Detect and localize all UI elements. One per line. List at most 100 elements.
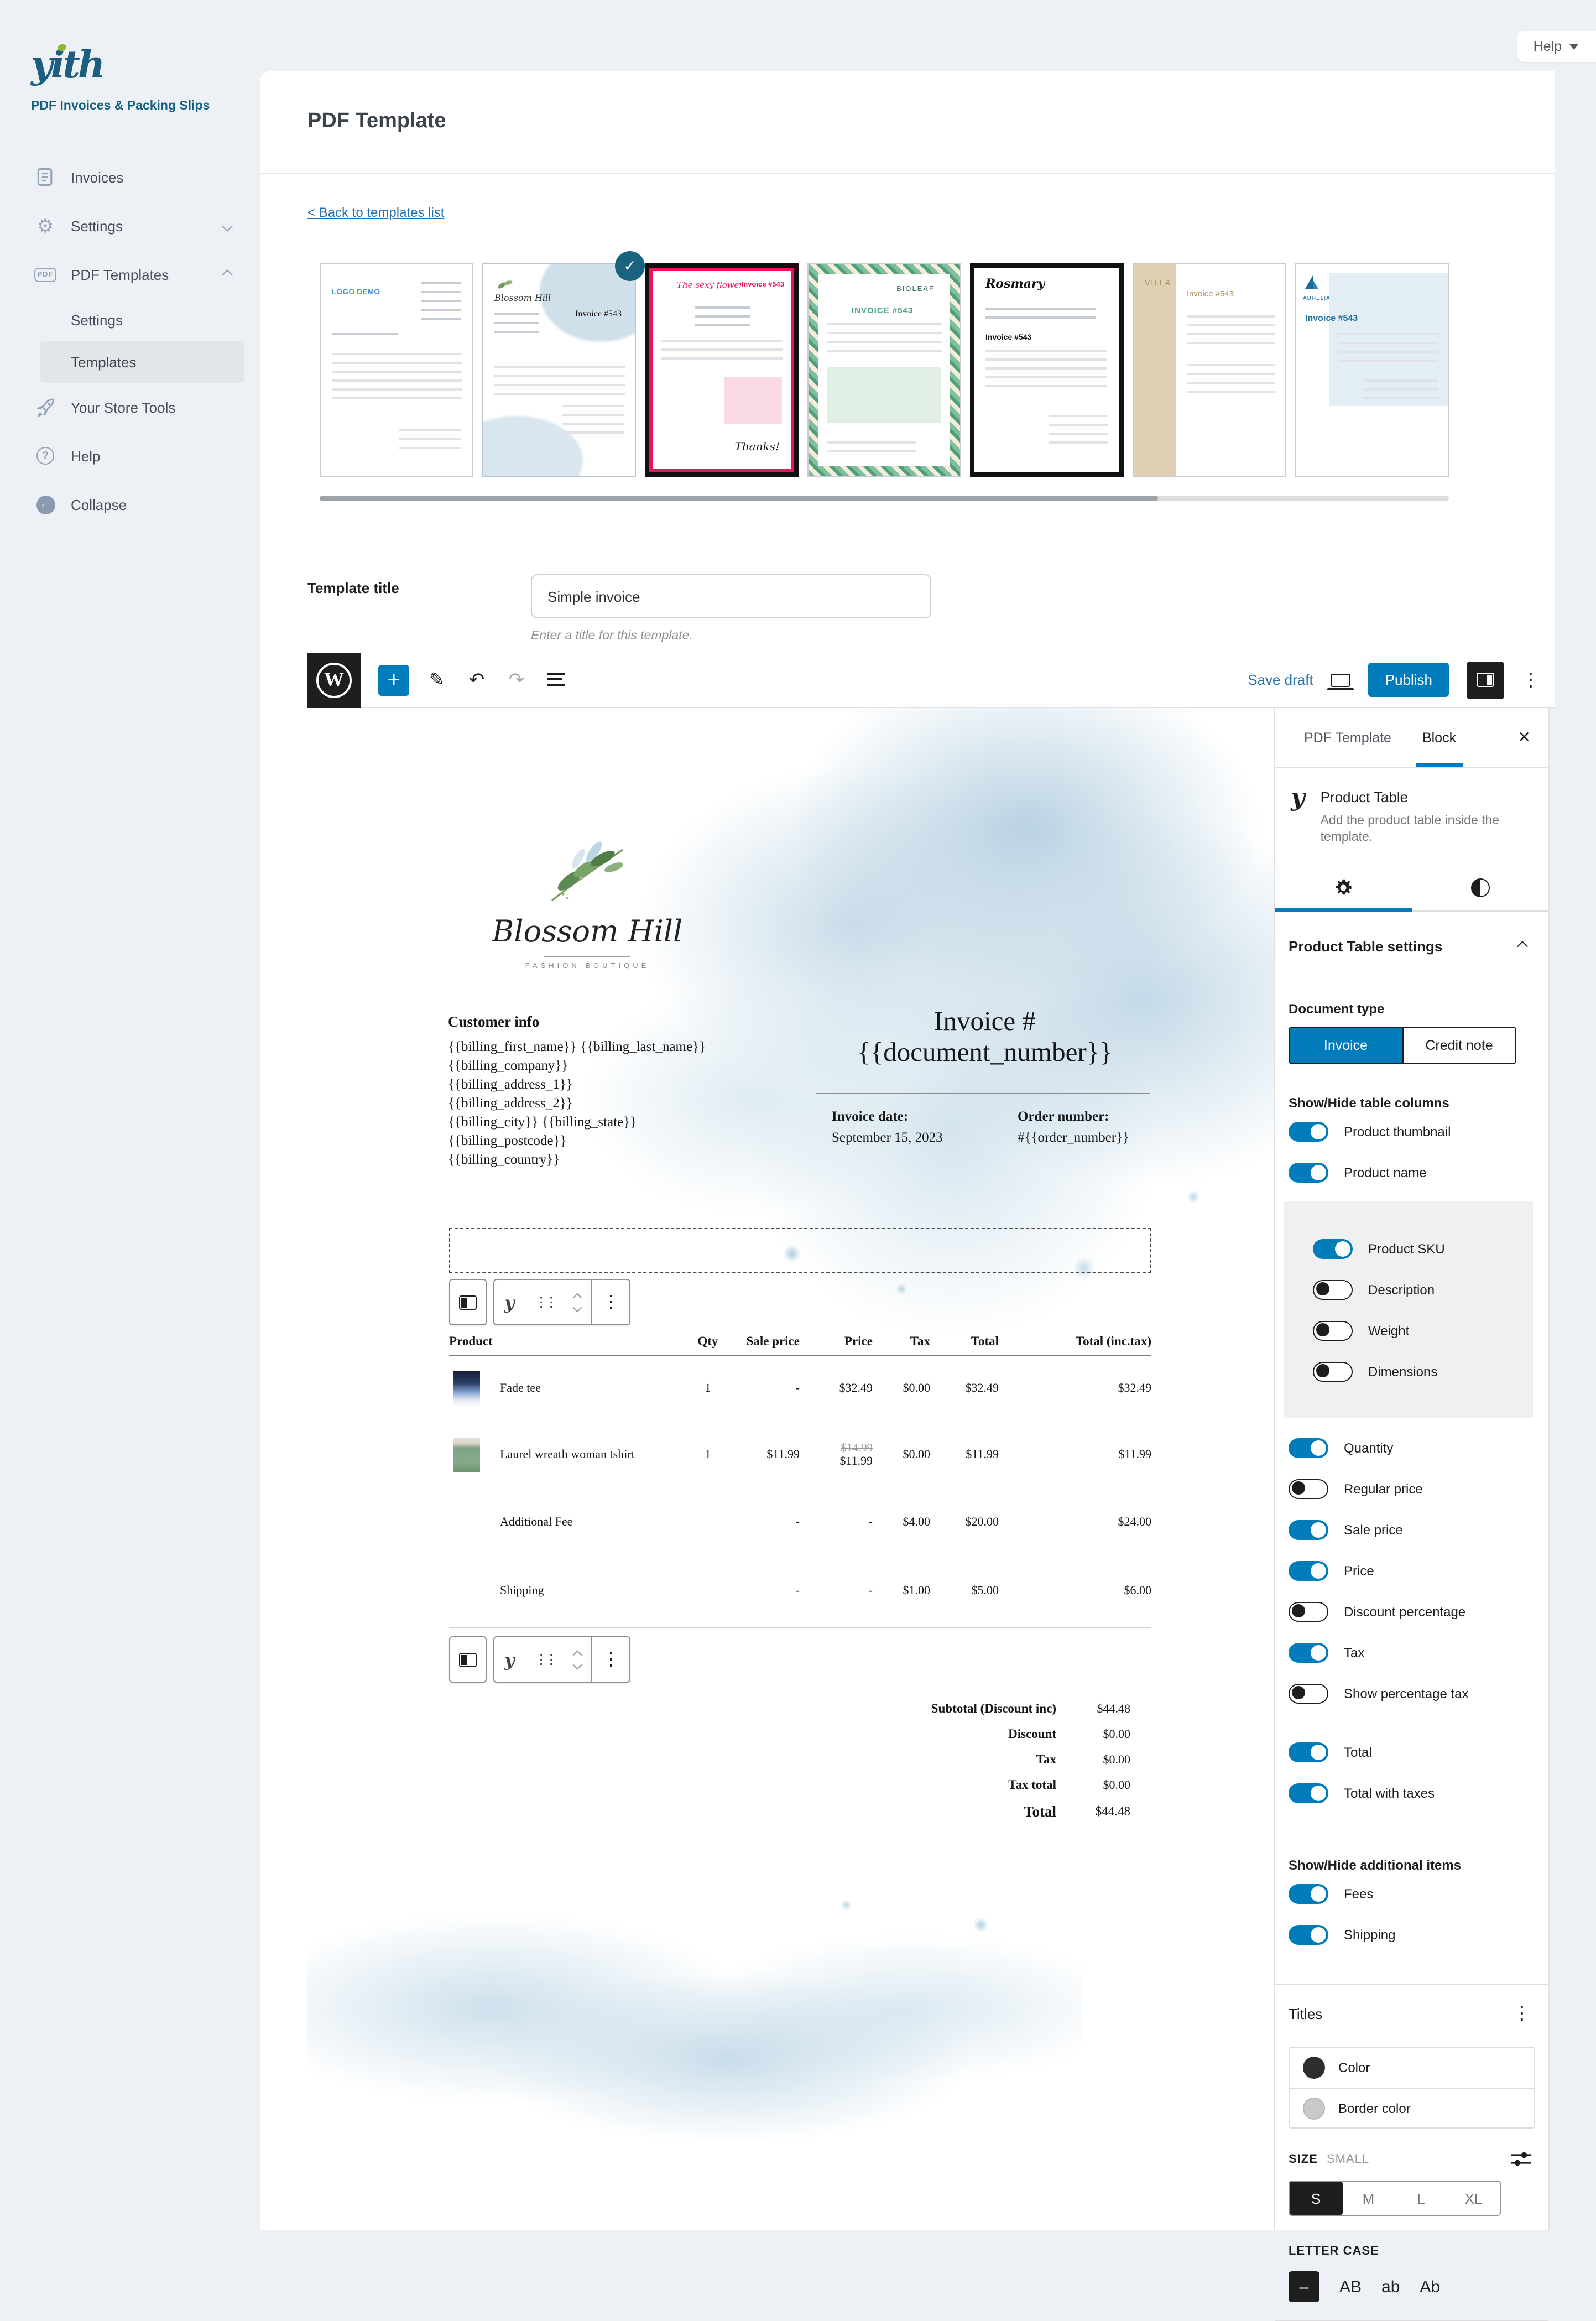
drag-handle[interactable]: ⋮⋮ xyxy=(525,1637,565,1682)
thumbnails-scrollbar-track[interactable] xyxy=(320,496,1449,501)
toggle-switch-fees[interactable] xyxy=(1289,1883,1328,1903)
letter-case-button-ab[interactable]: ab xyxy=(1381,2277,1400,2296)
titles-options-kebab-icon[interactable]: ⋮ xyxy=(1513,2005,1531,2023)
toggle-switch-total-with-taxes[interactable] xyxy=(1289,1783,1328,1803)
border-color-row[interactable]: Border color xyxy=(1290,2088,1534,2127)
letter-case-button-ab[interactable]: Ab xyxy=(1420,2277,1441,2296)
size-button-l[interactable]: L xyxy=(1395,2182,1447,2215)
toggle-switch-dimensions[interactable] xyxy=(1313,1361,1353,1381)
document-type-credit-note-button[interactable]: Credit note xyxy=(1402,1028,1515,1063)
product-table-settings-section[interactable]: Product Table settings xyxy=(1289,938,1535,955)
invoice-date-label: Invoice date: xyxy=(832,1109,909,1124)
move-up-down-buttons[interactable] xyxy=(565,1280,591,1324)
template-thumbnail-aurelia[interactable]: AURELIA Invoice #543 xyxy=(1295,263,1449,477)
drag-handle[interactable]: ⋮⋮ xyxy=(525,1280,565,1324)
sidebar-item-label: Collapse xyxy=(71,496,127,513)
help-dropdown[interactable]: Help xyxy=(1517,31,1596,62)
sidebar-subitem-settings[interactable]: Settings xyxy=(71,311,123,328)
toggle-switch-description[interactable] xyxy=(1313,1279,1353,1299)
options-kebab-icon[interactable]: ⋮ xyxy=(1522,671,1540,690)
toggle-label: Product name xyxy=(1344,1164,1427,1180)
select-parent-block-button[interactable] xyxy=(449,1279,487,1325)
template-thumbnail-sexy-flower[interactable]: The sexy flower Invoice #543 Thanks! xyxy=(645,263,799,477)
editor-vertical-scrollbar[interactable] xyxy=(1548,708,1555,2230)
redo-icon[interactable]: ↷ xyxy=(508,669,525,690)
title-color-row[interactable]: Color xyxy=(1290,2048,1534,2088)
back-to-templates-link[interactable]: < Back to templates list xyxy=(307,205,445,220)
move-up-icon xyxy=(573,1292,583,1302)
tab-pdf-template[interactable]: PDF Template xyxy=(1304,730,1391,745)
letter-case-button-ab[interactable]: AB xyxy=(1339,2277,1362,2296)
toggle-switch-total[interactable] xyxy=(1289,1742,1328,1762)
tab-block[interactable]: Block xyxy=(1407,708,1472,767)
size-options-sliders-icon[interactable] xyxy=(1511,2151,1531,2167)
block-editor: W + ✎ ↶ ↷ Save draft Publish ⋮ xyxy=(307,652,1555,2321)
toggle-switch-product-thumbnail[interactable] xyxy=(1289,1121,1328,1141)
toggle-label: Price xyxy=(1344,1563,1374,1578)
save-draft-button[interactable]: Save draft xyxy=(1248,672,1313,688)
template-thumbnail-villa[interactable]: VILLA Invoice #543 xyxy=(1133,263,1286,477)
customer-info-lines: {{billing_first_name}} {{billing_last_na… xyxy=(448,1038,706,1169)
thumbnails-scrollbar-thumb[interactable] xyxy=(320,496,1158,501)
chevron-up-icon xyxy=(222,264,233,284)
preview-icon[interactable] xyxy=(1327,673,1354,690)
sidebar-item-pdf-templates[interactable]: PDF PDF Templates xyxy=(0,250,260,299)
gear-icon: ⚙ xyxy=(36,215,54,236)
block-options-button[interactable]: ⋮ xyxy=(592,1280,630,1324)
sidebar-item-settings[interactable]: ⚙ Settings xyxy=(0,201,260,250)
list-view-icon[interactable] xyxy=(544,669,568,691)
totals-label: Tax xyxy=(1036,1753,1056,1766)
toggle-switch-discount-percentage[interactable] xyxy=(1289,1601,1328,1621)
watercolor-bottom-decoration xyxy=(307,1859,1082,2190)
toggle-switch-product-name[interactable] xyxy=(1289,1162,1328,1182)
toggle-knob xyxy=(1292,1481,1305,1495)
move-up-down-buttons[interactable] xyxy=(565,1637,591,1682)
size-button-m[interactable]: M xyxy=(1342,2182,1395,2215)
toggle-switch-tax[interactable] xyxy=(1289,1642,1328,1662)
sidebar-subitem-templates[interactable]: Templates xyxy=(40,341,244,383)
select-parent-block-button[interactable] xyxy=(449,1636,487,1683)
tab-settings-gear[interactable] xyxy=(1275,864,1412,912)
product-table-block[interactable]: Product Qty Sale price Price Tax Total Total (… xyxy=(449,1328,1151,1628)
close-icon[interactable]: ✕ xyxy=(1517,728,1531,746)
size-value: SMALL xyxy=(1326,2152,1370,2166)
toggle-switch-quantity[interactable] xyxy=(1289,1438,1328,1458)
column-toggles-mid: Quantity Regular price Sale price Price Disc… xyxy=(1289,1427,1535,1714)
toggle-switch-weight[interactable] xyxy=(1313,1320,1353,1340)
sidebar-item-label: Settings xyxy=(71,217,123,234)
pdf-template-editor-page: Help yith PDF Invoices & Packing Slips I… xyxy=(0,31,1596,2321)
wordpress-menu-button[interactable]: W xyxy=(307,652,361,707)
toggle-switch-price[interactable] xyxy=(1289,1560,1328,1580)
template-thumbnail-plain[interactable]: LOGO DEMO xyxy=(320,263,473,477)
sidebar-item-invoices[interactable]: Invoices xyxy=(0,153,260,201)
letter-case-button-none[interactable]: – xyxy=(1289,2271,1319,2302)
toggle-switch-sale-price[interactable] xyxy=(1289,1519,1328,1539)
sidebar-item-help[interactable]: ? Help xyxy=(0,431,260,480)
toggle-switch-shipping[interactable] xyxy=(1289,1924,1328,1944)
product-name: Additional Fee xyxy=(500,1515,573,1528)
toggle-fees: Fees xyxy=(1289,1873,1535,1914)
publish-button[interactable]: Publish xyxy=(1368,663,1449,697)
sidebar-item-your-store-tools[interactable]: Your Store Tools xyxy=(0,383,260,431)
toggle-switch-regular-price[interactable] xyxy=(1289,1479,1328,1498)
block-type-button[interactable]: y xyxy=(494,1637,525,1682)
undo-icon[interactable]: ↶ xyxy=(468,669,485,690)
block-type-button[interactable]: y xyxy=(494,1280,525,1324)
tab-styles[interactable] xyxy=(1412,864,1548,910)
toggle-switch-product-sku[interactable] xyxy=(1313,1238,1353,1258)
sidebar-item-collapse[interactable]: ← Collapse xyxy=(0,480,260,529)
template-title-input[interactable] xyxy=(531,574,931,618)
template-thumbnail-watercolor[interactable]: Blossom Hill Invoice #543 ✓ xyxy=(482,251,645,477)
size-button-s[interactable]: S xyxy=(1290,2182,1342,2215)
template-thumbnail-rosmary[interactable]: Rosmary Invoice #543 xyxy=(970,263,1124,477)
settings-sidebar-toggle[interactable] xyxy=(1467,661,1504,699)
block-options-button[interactable]: ⋮ xyxy=(592,1637,630,1682)
document-type-invoice-button[interactable]: Invoice xyxy=(1290,1028,1402,1063)
empty-paragraph-block[interactable] xyxy=(449,1228,1151,1273)
add-block-button[interactable]: + xyxy=(378,664,409,695)
toggle-switch-show-percentage-tax[interactable] xyxy=(1289,1683,1328,1703)
size-button-xl[interactable]: XL xyxy=(1447,2182,1500,2215)
template-thumbnail-bioleaf[interactable]: BIOLEAF INVOICE #543 xyxy=(807,263,961,477)
current-price: - xyxy=(868,1584,873,1597)
edit-mode-pencil-icon[interactable]: ✎ xyxy=(429,669,445,690)
